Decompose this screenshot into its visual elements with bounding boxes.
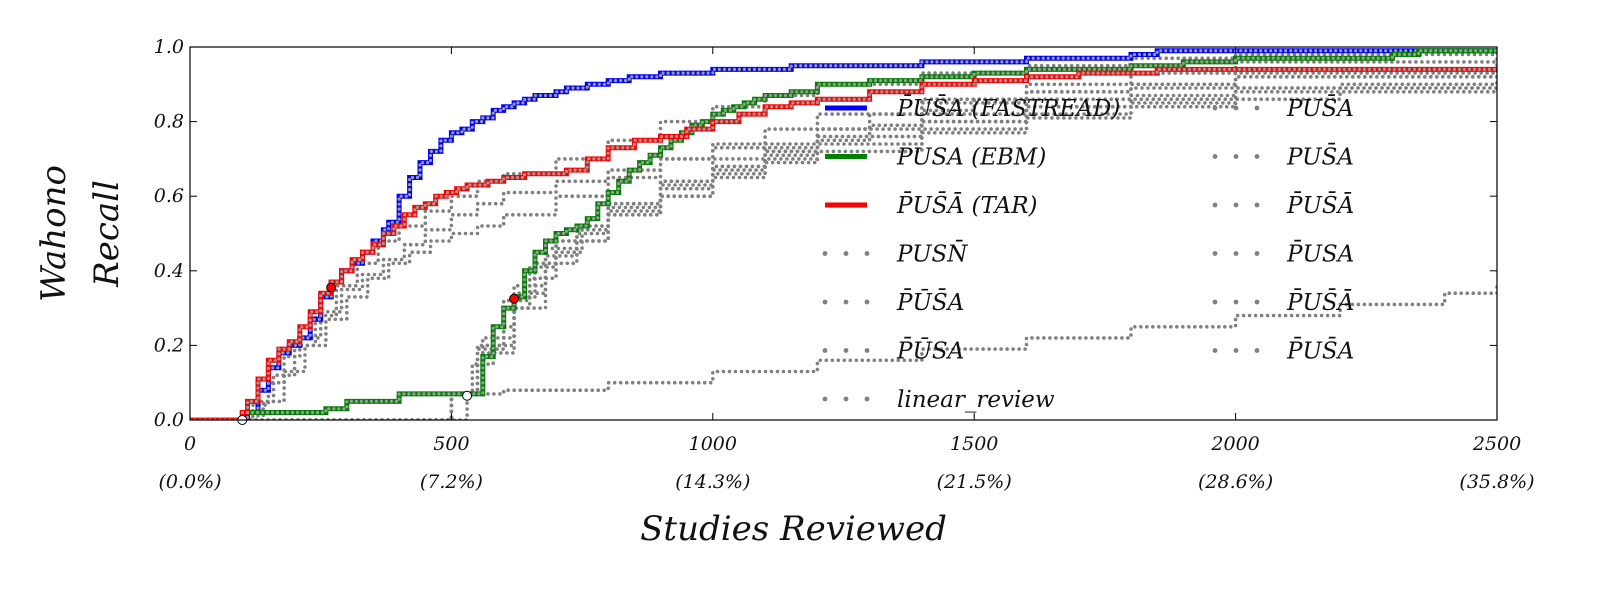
- legend-label: P̄ŪSA: [896, 337, 964, 364]
- legend-label: PUSN̄: [896, 240, 968, 267]
- y-tick-label-3: 0.6: [154, 185, 184, 207]
- plot-frame: [189, 46, 1498, 421]
- legend-item-0-0: P̄US̄A (FASTREAD): [825, 95, 1120, 122]
- x-tick-sublabel-1: (7.2%): [420, 471, 483, 493]
- x-tick-sublabel-5: (35.8%): [1459, 471, 1534, 493]
- y-tick-label-5: 1.0: [154, 36, 184, 58]
- legend-item-1-4: P̄US̄Ā: [1212, 289, 1354, 316]
- legend-swatch-dot-1: [1233, 299, 1239, 305]
- legend-swatch-dot-0: [1212, 105, 1218, 111]
- legend-swatch-dot-2: [864, 396, 870, 402]
- legend-item-1-5: P̄US̄A: [1212, 337, 1354, 365]
- legend-item-1-0: PUS̄A: [1212, 95, 1354, 122]
- legend-item-1-2: P̄US̄Ā: [1212, 192, 1354, 219]
- legend-swatch-dot-2: [864, 348, 870, 353]
- legend-item-0-2: P̄US̄Ā (TAR): [825, 192, 1038, 219]
- legend-item-0-6: linear_review: [822, 387, 1055, 413]
- y-tick-label-4: 0.8: [154, 111, 184, 133]
- x-tick-label-3: 1500: [950, 433, 998, 455]
- legend-swatch-dot-0: [822, 348, 828, 353]
- legend-swatch-dot-0: [1212, 202, 1218, 208]
- series-line-2-dots: [190, 67, 1497, 420]
- legend-item-1-1: PUS̄A: [1212, 143, 1354, 171]
- legend-swatch-dot-2: [1254, 299, 1260, 305]
- legend-swatch-dot-0: [822, 396, 828, 402]
- marker-layer: [237, 282, 520, 425]
- legend-swatch-dot-0: [822, 251, 828, 256]
- series-line-6: [190, 283, 1497, 420]
- marker-0: [326, 282, 337, 293]
- legend-swatch-dot-1: [1233, 202, 1239, 208]
- legend-label: P̄US̄A: [1286, 337, 1354, 364]
- legend-swatch-dot-1: [1233, 154, 1239, 159]
- legend-item-0-3: PUSN̄: [822, 240, 968, 268]
- x-tick-sublabel-2: (14.3%): [675, 471, 750, 493]
- legend-label: P̄US̄Ā: [1286, 289, 1354, 316]
- legend-swatch-dot-0: [1212, 299, 1218, 305]
- legend-swatch-dot-2: [1254, 251, 1260, 256]
- legend-swatch-dot-2: [864, 299, 870, 305]
- legend-swatch-dot-0: [1212, 154, 1218, 159]
- legend-label: PUSA (EBM): [896, 145, 1046, 171]
- legend-swatch-dot-1: [1233, 251, 1239, 256]
- legend-swatch-dot-0: [822, 299, 828, 305]
- legend-swatch-dot-0: [1212, 348, 1218, 353]
- series-line-1-dots: [190, 49, 1497, 420]
- x-tick-sublabel-3: (21.5%): [937, 471, 1012, 493]
- x-tick-sublabel-4: (28.6%): [1198, 471, 1273, 493]
- x-axis-label: Studies Reviewed: [640, 509, 947, 549]
- marker-3: [462, 390, 473, 401]
- series-line-11: [190, 75, 1497, 420]
- legend-label: linear_review: [897, 387, 1055, 413]
- y-tick-label-1: 0.2: [154, 334, 184, 356]
- legend: P̄US̄A (FASTREAD) PUSA (EBM) P̄US̄Ā (TAR)…: [822, 95, 1354, 413]
- legend-label: P̄US̄Ā (TAR): [896, 192, 1038, 219]
- legend-label: P̄US̄Ā: [1286, 192, 1354, 219]
- legend-label: P̄ŪS̄A: [896, 289, 964, 316]
- x-tick-label-4: 2000: [1210, 433, 1259, 455]
- legend-item-1-3: P̄USA: [1212, 240, 1354, 268]
- y-axis-label-line-1: Wahono: [34, 165, 74, 302]
- legend-label: P̄USA: [1286, 240, 1354, 267]
- axes: 0 (0.0%) 500 (7.2%) 1000 (14.3%) 1500 (21.5%) 20…: [154, 36, 1535, 493]
- legend-swatch-dot-1: [843, 396, 849, 402]
- legend-swatch-dot-2: [1254, 105, 1260, 111]
- legend-swatch-dot-1: [1233, 348, 1239, 353]
- legend-item-0-1: PUSA (EBM): [825, 145, 1046, 171]
- legend-swatch-dot-2: [1254, 202, 1260, 208]
- legend-swatch-dot-0: [1212, 251, 1218, 256]
- legend-label: P̄US̄A (FASTREAD): [896, 95, 1120, 122]
- legend-item-0-5: P̄ŪSA: [822, 337, 964, 365]
- legend-swatch-dot-1: [843, 299, 849, 305]
- series-line-12: [190, 60, 1497, 420]
- series-line-0-dots: [190, 49, 1497, 420]
- y-tick-label-0: 0.0: [154, 409, 184, 431]
- legend-swatch-dot-2: [1254, 348, 1260, 353]
- legend-swatch-dot-1: [1233, 105, 1239, 111]
- legend-swatch-dot-2: [1254, 154, 1260, 159]
- x-tick-label-1: 500: [433, 433, 469, 455]
- x-tick-label-5: 2500: [1472, 433, 1521, 455]
- legend-label: PUS̄A: [1286, 95, 1354, 122]
- legend-label: PUS̄A: [1286, 143, 1354, 170]
- series-layer: [190, 48, 1497, 420]
- x-tick-label-0: 0: [184, 433, 196, 455]
- x-tick-label-2: 1000: [689, 433, 737, 455]
- series-line-5: [190, 63, 1497, 420]
- marker-1: [509, 293, 520, 304]
- x-tick-sublabel-0: (0.0%): [158, 471, 221, 493]
- legend-swatch-dot-1: [843, 348, 849, 353]
- legend-swatch-dot-1: [843, 251, 849, 256]
- legend-item-0-4: P̄ŪS̄A: [822, 289, 964, 316]
- y-axis-label-line-2: Recall: [87, 180, 127, 288]
- legend-swatch-dot-2: [864, 251, 870, 256]
- y-tick-label-2: 0.4: [154, 260, 184, 282]
